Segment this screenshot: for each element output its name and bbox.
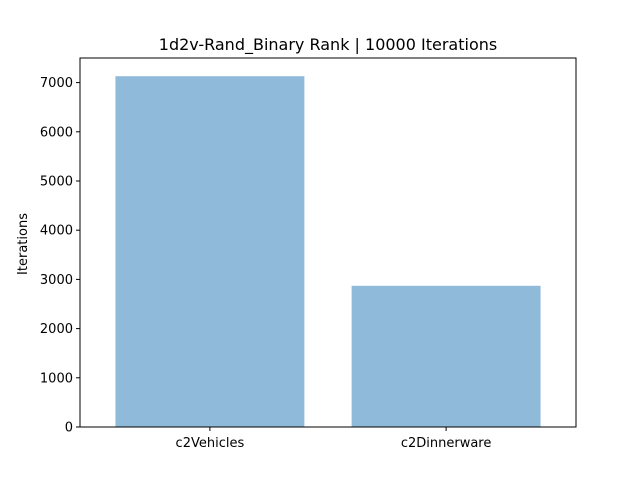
y-tick-label: 7000 [40,76,73,91]
bar-c2Vehicles [115,76,305,427]
bars-group [115,76,541,427]
y-tick-label: 0 [65,421,73,436]
y-tick-label: 1000 [40,371,73,386]
x-axis: c2Vehicles c2Dinnerware [176,427,492,451]
y-axis-label: Iterations [16,213,31,275]
plot-frame [79,57,577,428]
y-tick-label: 6000 [40,125,73,140]
y-tick-label: 4000 [40,224,73,239]
x-tick-label: c2Dinnerware [401,436,492,451]
bar-c2Dinnerware [351,285,541,427]
y-tick-label: 5000 [40,175,73,190]
chart-title: 1d2v-Rand_Binary Rank | 10000 Iterations [159,35,497,55]
x-tick-label: c2Vehicles [176,436,245,451]
y-axis: 0 1000 2000 3000 4000 5000 6000 7000 [40,76,80,436]
y-tick-label: 3000 [40,273,73,288]
y-tick-label: 2000 [40,322,73,337]
